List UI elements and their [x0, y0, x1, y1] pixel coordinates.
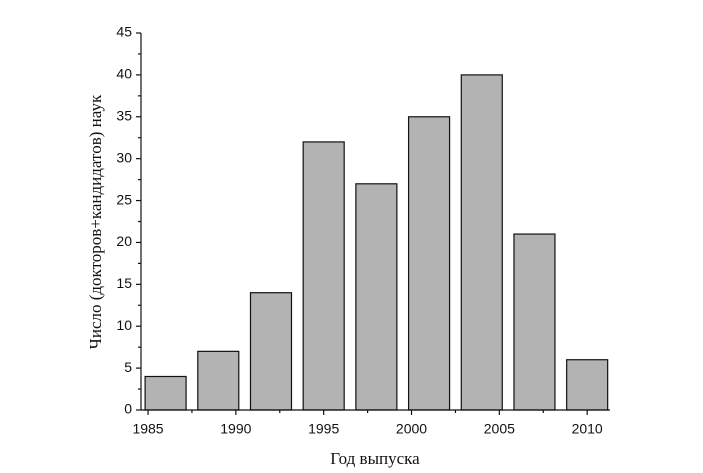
x-tick-label: 2005 [484, 421, 515, 437]
y-axis-label: Число (докторов+кандидатов) наук [86, 94, 105, 349]
y-tick-label: 30 [116, 149, 132, 165]
y-tick-label: 10 [116, 317, 132, 333]
x-tick-label: 1990 [220, 421, 251, 437]
x-tick-label: 1995 [308, 421, 339, 437]
y-tick-label: 35 [116, 107, 132, 123]
bar [197, 350, 240, 411]
bar [249, 292, 293, 411]
y-tick-label: 40 [116, 66, 132, 82]
bar [460, 74, 503, 411]
y-tick-label: 5 [124, 359, 132, 375]
x-tick-label: 2010 [572, 421, 603, 437]
bar [144, 375, 187, 411]
bar [302, 141, 345, 411]
y-tick-label: 25 [116, 191, 132, 207]
bar [513, 233, 556, 411]
y-tick-label: 15 [116, 275, 132, 291]
y-tick-label: 45 [116, 24, 132, 40]
y-tick-label: 0 [124, 401, 132, 417]
x-tick-label: 1985 [132, 421, 163, 437]
bar [355, 183, 398, 411]
x-axis-label: Год выпуска [330, 449, 420, 468]
y-tick-label: 20 [116, 233, 132, 249]
bar [566, 359, 609, 411]
bar [407, 116, 451, 411]
x-tick-label: 2000 [396, 421, 427, 437]
